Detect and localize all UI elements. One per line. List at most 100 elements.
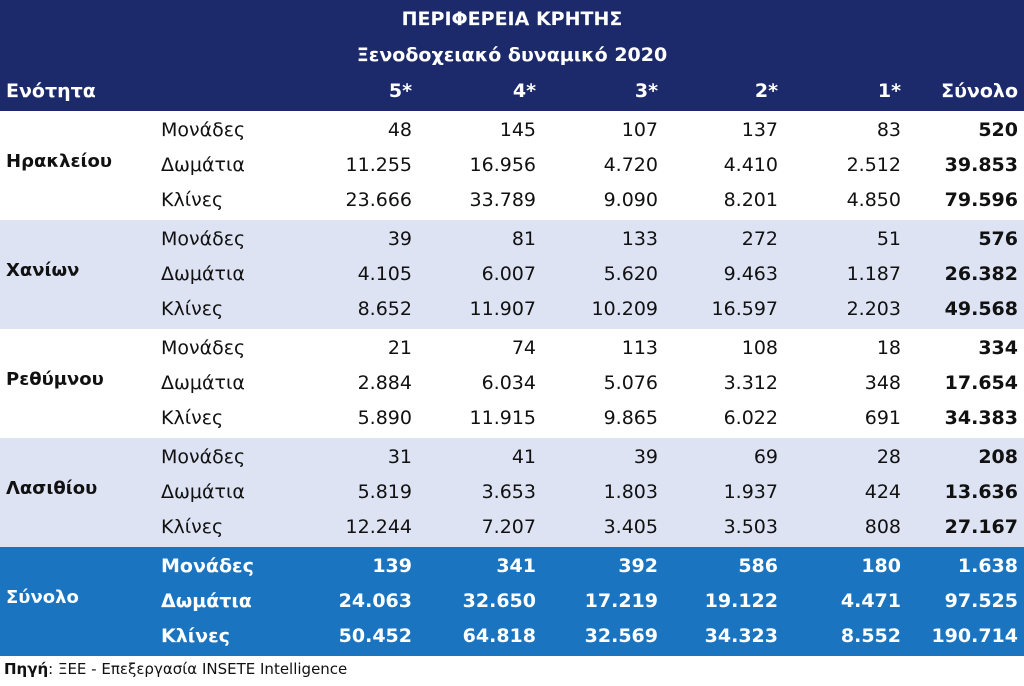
cell-5-star: 31	[387, 446, 412, 468]
group-name: Λασιθίου	[6, 478, 98, 499]
cell-total: 79.596	[944, 189, 1018, 211]
cell-1-star: 28	[876, 446, 901, 468]
column-headers: Ενότητα 5* 4* 3* 2* 1* Σύνολο	[0, 80, 1024, 106]
cell-total: 49.568	[944, 298, 1018, 320]
cell-2-star: 586	[738, 555, 778, 577]
table-row: Μονάδες 21 74 113 108 18 334	[0, 333, 1024, 363]
source-text: : ΞΕΕ - Επεξεργασία INSETE Intelligence	[48, 660, 348, 678]
cell-5-star: 139	[372, 555, 412, 577]
group-name: Σύνολο	[6, 587, 79, 608]
cell-3-star: 9.865	[603, 407, 658, 429]
cell-5-star: 11.255	[345, 154, 412, 176]
cell-4-star: 6.007	[481, 263, 536, 285]
group-rethymno: Ρεθύμνου Μονάδες 21 74 113 108 18 334 Δω…	[0, 329, 1024, 438]
cell-1-star: 348	[864, 372, 901, 394]
source-label: Πηγή	[4, 660, 49, 678]
table-row: Μονάδες 39 81 133 272 51 576	[0, 224, 1024, 254]
cell-5-star: 8.652	[357, 298, 412, 320]
cell-3-star: 5.620	[603, 263, 658, 285]
cell-1-star: 424	[864, 481, 901, 503]
cell-1-star: 4.850	[846, 189, 901, 211]
cell-4-star: 74	[511, 337, 536, 359]
table-row: Δωμάτια 4.105 6.007 5.620 9.463 1.187 26…	[0, 259, 1024, 289]
cell-5-star: 2.884	[357, 372, 412, 394]
table-row: Δωμάτια 5.819 3.653 1.803 1.937 424 13.6…	[0, 477, 1024, 507]
table-row: Κλίνες 50.452 64.818 32.569 34.323 8.552…	[0, 621, 1024, 651]
table-row: Μονάδες 31 41 39 69 28 208	[0, 442, 1024, 472]
cell-total: 1.638	[957, 555, 1018, 577]
cell-1-star: 2.512	[846, 154, 901, 176]
cell-total: 97.525	[944, 590, 1018, 612]
cell-total: 576	[978, 228, 1018, 250]
row-label: Κλίνες	[161, 625, 230, 647]
cell-4-star: 32.650	[462, 590, 536, 612]
group-total: Σύνολο Μονάδες 139 341 392 586 180 1.638…	[0, 547, 1024, 656]
col-header-1-star: 1*	[877, 80, 901, 102]
col-header-total: Σύνολο	[941, 80, 1018, 102]
row-label: Μονάδες	[161, 228, 246, 250]
cell-3-star: 9.090	[603, 189, 658, 211]
row-label: Δωμάτια	[161, 263, 245, 285]
row-label: Κλίνες	[161, 516, 224, 538]
cell-5-star: 12.244	[345, 516, 412, 538]
row-label: Κλίνες	[161, 407, 224, 429]
cell-4-star: 11.907	[469, 298, 536, 320]
table-title: ΠΕΡΙΦΕΡΕΙΑ ΚΡΗΤΗΣ	[401, 8, 623, 30]
cell-total: 520	[978, 119, 1018, 141]
cell-1-star: 808	[864, 516, 901, 538]
cell-2-star: 3.503	[723, 516, 778, 538]
col-header-4-star: 4*	[512, 80, 536, 102]
cell-5-star: 4.105	[357, 263, 412, 285]
cell-3-star: 10.209	[591, 298, 658, 320]
cell-3-star: 107	[621, 119, 658, 141]
row-label: Δωμάτια	[161, 372, 245, 394]
cell-3-star: 32.569	[584, 625, 658, 647]
cell-3-star: 3.405	[603, 516, 658, 538]
cell-5-star: 21	[387, 337, 412, 359]
cell-total: 27.167	[944, 516, 1018, 538]
cell-4-star: 11.915	[469, 407, 536, 429]
row-label: Δωμάτια	[161, 481, 245, 503]
cell-3-star: 113	[621, 337, 658, 359]
table-row: Μονάδες 48 145 107 137 83 520	[0, 115, 1024, 145]
cell-2-star: 6.022	[723, 407, 778, 429]
cell-4-star: 81	[511, 228, 536, 250]
cell-4-star: 7.207	[481, 516, 536, 538]
col-header-5-star: 5*	[388, 80, 412, 102]
cell-3-star: 133	[621, 228, 658, 250]
cell-5-star: 50.452	[338, 625, 412, 647]
cell-total: 190.714	[931, 625, 1018, 647]
col-header-3-star: 3*	[634, 80, 658, 102]
cell-5-star: 39	[387, 228, 412, 250]
cell-4-star: 41	[511, 446, 536, 468]
cell-4-star: 341	[496, 555, 536, 577]
table-subtitle: Ξενοδοχειακό δυναμικό 2020	[356, 44, 668, 66]
row-label: Μονάδες	[161, 446, 246, 468]
cell-3-star: 17.219	[584, 590, 658, 612]
cell-total: 334	[978, 337, 1018, 359]
source-note: Πηγή: ΞΕΕ - Επεξεργασία INSETE Intellige…	[4, 660, 347, 678]
cell-1-star: 1.187	[846, 263, 901, 285]
row-label: Μονάδες	[161, 555, 254, 577]
cell-1-star: 691	[864, 407, 901, 429]
cell-2-star: 8.201	[723, 189, 778, 211]
row-label: Δωμάτια	[161, 154, 245, 176]
cell-2-star: 137	[741, 119, 778, 141]
cell-3-star: 4.720	[603, 154, 658, 176]
cell-2-star: 1.937	[723, 481, 778, 503]
group-lasithi: Λασιθίου Μονάδες 31 41 39 69 28 208 Δωμά…	[0, 438, 1024, 547]
cell-4-star: 6.034	[481, 372, 536, 394]
cell-1-star: 4.471	[840, 590, 901, 612]
cell-3-star: 39	[633, 446, 658, 468]
cell-total: 13.636	[944, 481, 1018, 503]
row-label: Μονάδες	[161, 119, 246, 141]
cell-4-star: 16.956	[469, 154, 536, 176]
cell-1-star: 51	[876, 228, 901, 250]
cell-4-star: 64.818	[462, 625, 536, 647]
cell-total: 34.383	[944, 407, 1018, 429]
group-name: Ηρακλείου	[6, 151, 113, 172]
table-row: Δωμάτια 11.255 16.956 4.720 4.410 2.512 …	[0, 150, 1024, 180]
cell-5-star: 48	[387, 119, 412, 141]
cell-2-star: 34.323	[704, 625, 778, 647]
